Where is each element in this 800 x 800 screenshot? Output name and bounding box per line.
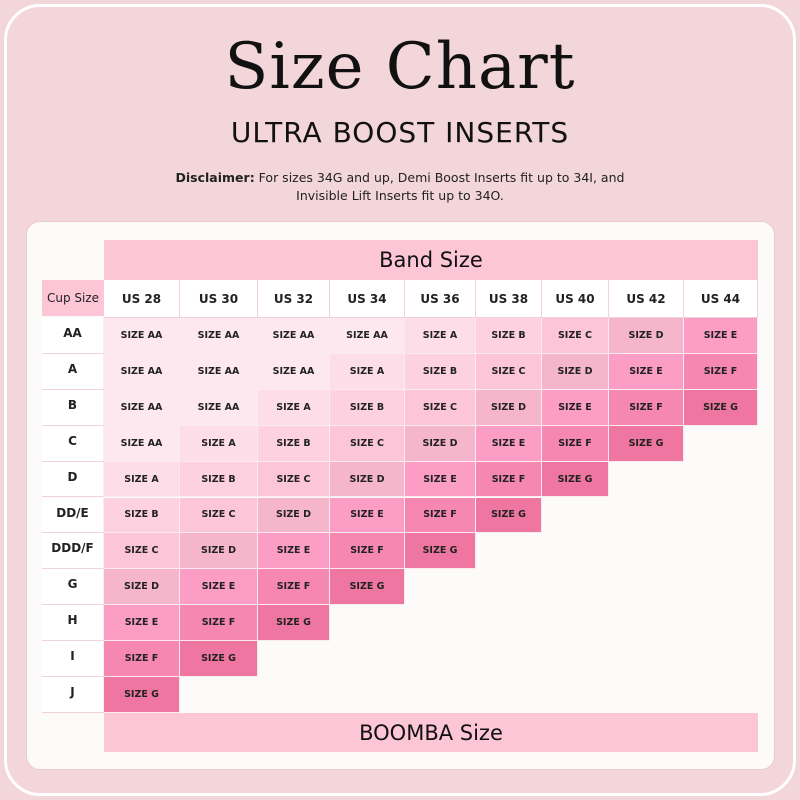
boomba-size-footer: BOOMBA Size — [104, 713, 758, 752]
cup-row-label: DDD/F — [42, 533, 104, 570]
size-cell: SIZE AA — [180, 353, 258, 390]
size-cell: SIZE B — [330, 389, 405, 426]
size-cell: SIZE D — [405, 425, 476, 462]
cup-row-label: B — [42, 389, 104, 426]
size-cell: SIZE D — [609, 318, 684, 354]
cup-row-label: D — [42, 461, 104, 498]
size-cell: SIZE E — [476, 425, 542, 462]
page-frame — [4, 4, 796, 796]
size-cell: SIZE AA — [180, 318, 258, 354]
band-header-cell: US 34 — [330, 280, 405, 318]
size-cell: SIZE C — [104, 533, 180, 570]
size-cell: SIZE G — [258, 605, 330, 642]
band-header-cell: US 36 — [405, 280, 476, 318]
cup-row-label: J — [42, 677, 104, 713]
size-cell: SIZE G — [330, 569, 405, 606]
disclaimer: Disclaimer: For sizes 34G and up, Demi B… — [150, 169, 650, 205]
size-cell: SIZE G — [684, 389, 758, 426]
size-cell: SIZE A — [258, 389, 330, 426]
size-cell: SIZE C — [330, 425, 405, 462]
size-cell: SIZE E — [330, 497, 405, 534]
cup-row-label: C — [42, 425, 104, 462]
size-cell: SIZE C — [405, 389, 476, 426]
band-header-cell: US 28 — [104, 280, 180, 318]
cup-row-label: I — [42, 641, 104, 677]
size-cell: SIZE E — [104, 605, 180, 642]
size-cell: SIZE F — [104, 641, 180, 677]
band-header-cell: US 44 — [684, 280, 758, 318]
cup-row-label: A — [42, 353, 104, 390]
size-cell: SIZE G — [104, 677, 180, 713]
size-cell: SIZE F — [609, 389, 684, 426]
size-cell: SIZE B — [476, 318, 542, 354]
size-cell: SIZE G — [405, 533, 476, 570]
cup-size-header: Cup Size — [42, 280, 104, 316]
size-cell: SIZE E — [258, 533, 330, 570]
size-cell: SIZE E — [609, 353, 684, 390]
band-header-cell: US 42 — [609, 280, 684, 318]
size-cell: SIZE C — [476, 353, 542, 390]
band-size-header: Band Size — [104, 240, 758, 280]
size-cell: SIZE F — [180, 605, 258, 642]
size-cell: SIZE G — [609, 425, 684, 462]
size-cell: SIZE D — [180, 533, 258, 570]
size-cell: SIZE A — [330, 353, 405, 390]
size-cell: SIZE AA — [104, 353, 180, 390]
size-cell: SIZE B — [180, 461, 258, 498]
size-cell: SIZE E — [542, 389, 609, 426]
size-cell: SIZE C — [542, 318, 609, 354]
size-cell: SIZE A — [405, 318, 476, 354]
cup-row-label: G — [42, 569, 104, 606]
page-subtitle: ULTRA BOOST INSERTS — [230, 116, 570, 149]
size-cell: SIZE E — [684, 318, 758, 354]
band-header-cell: US 38 — [476, 280, 542, 318]
size-cell: SIZE B — [258, 425, 330, 462]
size-cell: SIZE D — [476, 389, 542, 426]
disclaimer-text: For sizes 34G and up, Demi Boost Inserts… — [254, 170, 625, 203]
size-cell: SIZE AA — [258, 318, 330, 354]
size-cell: SIZE AA — [180, 389, 258, 426]
size-cell: SIZE G — [180, 641, 258, 677]
size-cell: SIZE AA — [104, 425, 180, 462]
size-cell: SIZE E — [180, 569, 258, 606]
size-cell: SIZE D — [542, 353, 609, 390]
page-title: Size Chart — [224, 30, 576, 104]
size-cell: SIZE A — [180, 425, 258, 462]
disclaimer-label: Disclaimer: — [175, 170, 255, 185]
cup-row-label: DD/E — [42, 497, 104, 534]
size-cell: SIZE B — [405, 353, 476, 390]
size-cell: SIZE E — [405, 461, 476, 498]
size-cell: SIZE AA — [258, 353, 330, 390]
size-cell: SIZE D — [258, 497, 330, 534]
band-header-cell: US 32 — [258, 280, 330, 318]
size-cell: SIZE AA — [104, 389, 180, 426]
size-cell: SIZE C — [180, 497, 258, 534]
cup-row-label: AA — [42, 318, 104, 354]
band-header-cell: US 40 — [542, 280, 609, 318]
size-cell: SIZE F — [405, 497, 476, 534]
size-cell: SIZE G — [476, 497, 542, 534]
size-cell: SIZE F — [330, 533, 405, 570]
size-cell: SIZE AA — [330, 318, 405, 354]
size-cell: SIZE G — [542, 461, 609, 498]
size-cell: SIZE F — [684, 353, 758, 390]
size-cell: SIZE F — [258, 569, 330, 606]
size-cell: SIZE A — [104, 461, 180, 498]
size-cell: SIZE B — [104, 497, 180, 534]
cup-row-label: H — [42, 605, 104, 642]
size-cell: SIZE F — [542, 425, 609, 462]
size-cell: SIZE D — [104, 569, 180, 606]
size-cell: SIZE C — [258, 461, 330, 498]
band-header-cell: US 30 — [180, 280, 258, 318]
size-cell: SIZE D — [330, 461, 405, 498]
size-cell: SIZE F — [476, 461, 542, 498]
size-cell: SIZE AA — [104, 318, 180, 354]
